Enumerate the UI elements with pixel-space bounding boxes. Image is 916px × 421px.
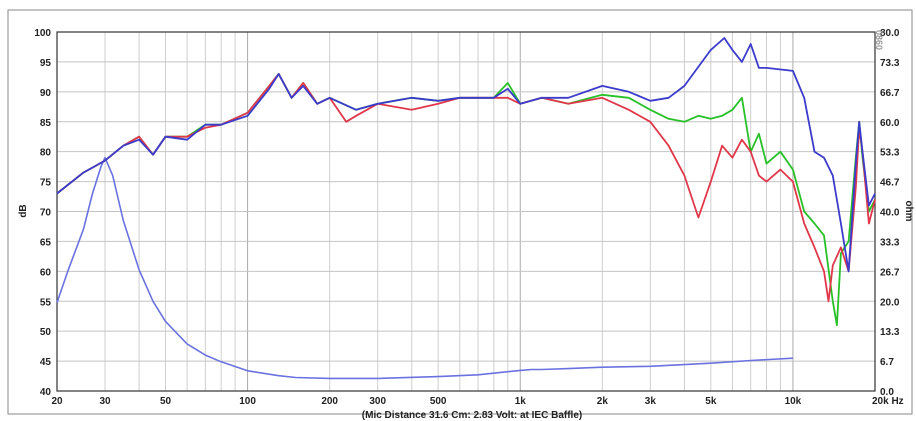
y-tick-label: 100 [34,28,51,39]
x-tick-label: 200 [321,396,338,407]
grid [56,31,876,392]
y2-tick-label: 33.3 [880,237,900,248]
y2-tick-label: 60.0 [880,118,900,129]
y-axis-label: dB [18,204,29,217]
x-tick-label: 20 [51,396,63,407]
x-tick-label: 30 [99,396,111,407]
y-tick-label: 60 [40,267,52,278]
x-tick-label: 50 [160,396,172,407]
y2-tick-label: 66.7 [880,88,900,99]
y2-tick-label: 20.0 [880,297,900,308]
y-tick-label: 95 [40,58,52,69]
y-tick-label: 90 [40,88,52,99]
x-tick-label: 300 [369,396,386,407]
curves [56,37,876,380]
chart-caption: (Mic Distance 31.6 Cm: 2.83 Volt: at IEC… [362,410,582,421]
y2-tick-label: 53.3 [880,148,900,159]
y2-tick-label: 26.7 [880,267,900,278]
y2-tick-label: 0.0 [880,387,894,398]
y-tick-label: 75 [40,178,52,189]
x-tick-label: 1k [515,396,527,407]
impedance-curve [56,156,793,380]
x-tick-label: 10k [785,396,802,407]
y2-tick-label: 6.7 [880,357,894,368]
y2-tick-label: 40.0 [880,208,900,219]
x-tick-label: 2k [597,396,609,407]
x-tick-label: 500 [430,396,447,407]
x-tick-label: 3k [645,396,657,407]
y2-tick-label: 46.7 [880,178,900,189]
y-tick-label: 55 [40,297,52,308]
y2-axis-label: ohm [903,200,914,221]
chart-frame [7,9,913,415]
y2-tick-label: 80.0 [880,28,900,39]
y-tick-label: 65 [40,237,52,248]
tick-labels: 40 45 50 55 60 65 70 75 80 85 90 95 100 0.0 6.7 13.3 20.… [34,28,903,407]
x-tick-label: 100 [239,396,256,407]
y-tick-label: 40 [40,387,52,398]
y-tick-label: 45 [40,357,52,368]
corner-mark: 0860 [874,30,884,50]
y-tick-label: 85 [40,118,52,129]
y-tick-label: 80 [40,148,52,159]
x-tick-label: 20k Hz [872,396,904,407]
y-tick-label: 70 [40,208,52,219]
y2-tick-label: 73.3 [880,58,900,69]
blue-curve [56,37,876,273]
y2-tick-label: 13.3 [880,327,900,338]
y-tick-label: 50 [40,327,52,338]
plot-area-border [56,31,876,392]
x-tick-label: 5k [705,396,717,407]
